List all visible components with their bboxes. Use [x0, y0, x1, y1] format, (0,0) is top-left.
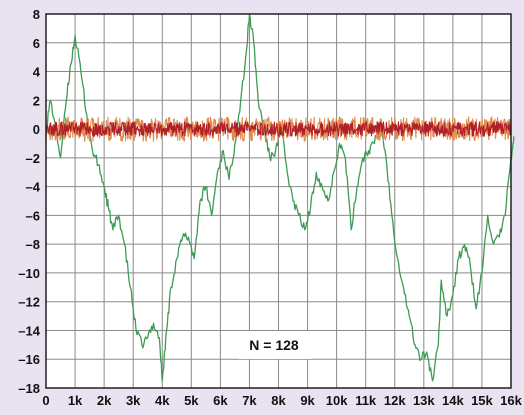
x-tick-label: 13k — [413, 393, 435, 408]
x-tick-label: 12k — [384, 393, 406, 408]
x-tick-label: 2k — [97, 393, 112, 408]
y-tick-label: –2 — [26, 151, 40, 166]
x-tick-label: 6k — [213, 393, 228, 408]
y-tick-label: –12 — [18, 295, 40, 310]
x-tick-label: 15k — [471, 393, 493, 408]
x-tick-label: 9k — [300, 393, 315, 408]
series-lines — [45, 13, 515, 382]
x-tick-label: 11k — [355, 393, 377, 408]
y-tick-label: –10 — [18, 266, 40, 281]
x-tick-label: 7k — [242, 393, 257, 408]
y-tick-label: 4 — [33, 65, 41, 80]
x-tick-label: 10k — [326, 393, 348, 408]
x-tick-label: 14k — [442, 393, 464, 408]
y-tick-label: 2 — [33, 93, 40, 108]
y-tick-label: 6 — [33, 36, 40, 51]
y-tick-label: –16 — [18, 352, 40, 367]
y-tick-label: 0 — [33, 122, 40, 137]
y-tick-label: 8 — [33, 7, 40, 22]
y-tick-label: –4 — [26, 180, 41, 195]
annotation-background — [238, 331, 311, 359]
y-tick-label: –6 — [26, 208, 40, 223]
series-line-3 — [45, 121, 512, 137]
y-tick-label: –8 — [26, 237, 40, 252]
annotation-label: N = 128 — [249, 337, 299, 353]
x-tick-label: 8k — [271, 393, 286, 408]
y-tick-label: –18 — [18, 381, 40, 396]
x-tick-label: 16k — [500, 393, 522, 408]
series-line-1 — [45, 13, 515, 382]
y-tick-label: –14 — [18, 323, 40, 338]
x-tick-label: 3k — [126, 393, 141, 408]
x-tick-label: 5k — [184, 393, 199, 408]
x-tick-label: 1k — [68, 393, 83, 408]
x-tick-label: 0 — [42, 393, 49, 408]
plot-frame — [45, 13, 512, 389]
series-line-2 — [45, 116, 512, 142]
x-axis-tick-labels: 0 1k 2k 3k 4k 5k 6k 7k 8k 9k 10k 11k 12k 13k 14k 15k 16k — [42, 393, 522, 408]
x-tick-label: 4k — [155, 393, 170, 408]
y-axis-tick-labels: 8 6 4 2 0 –2 –4 –6 –8 –10 –12 –14 –16 –18 — [18, 7, 40, 396]
